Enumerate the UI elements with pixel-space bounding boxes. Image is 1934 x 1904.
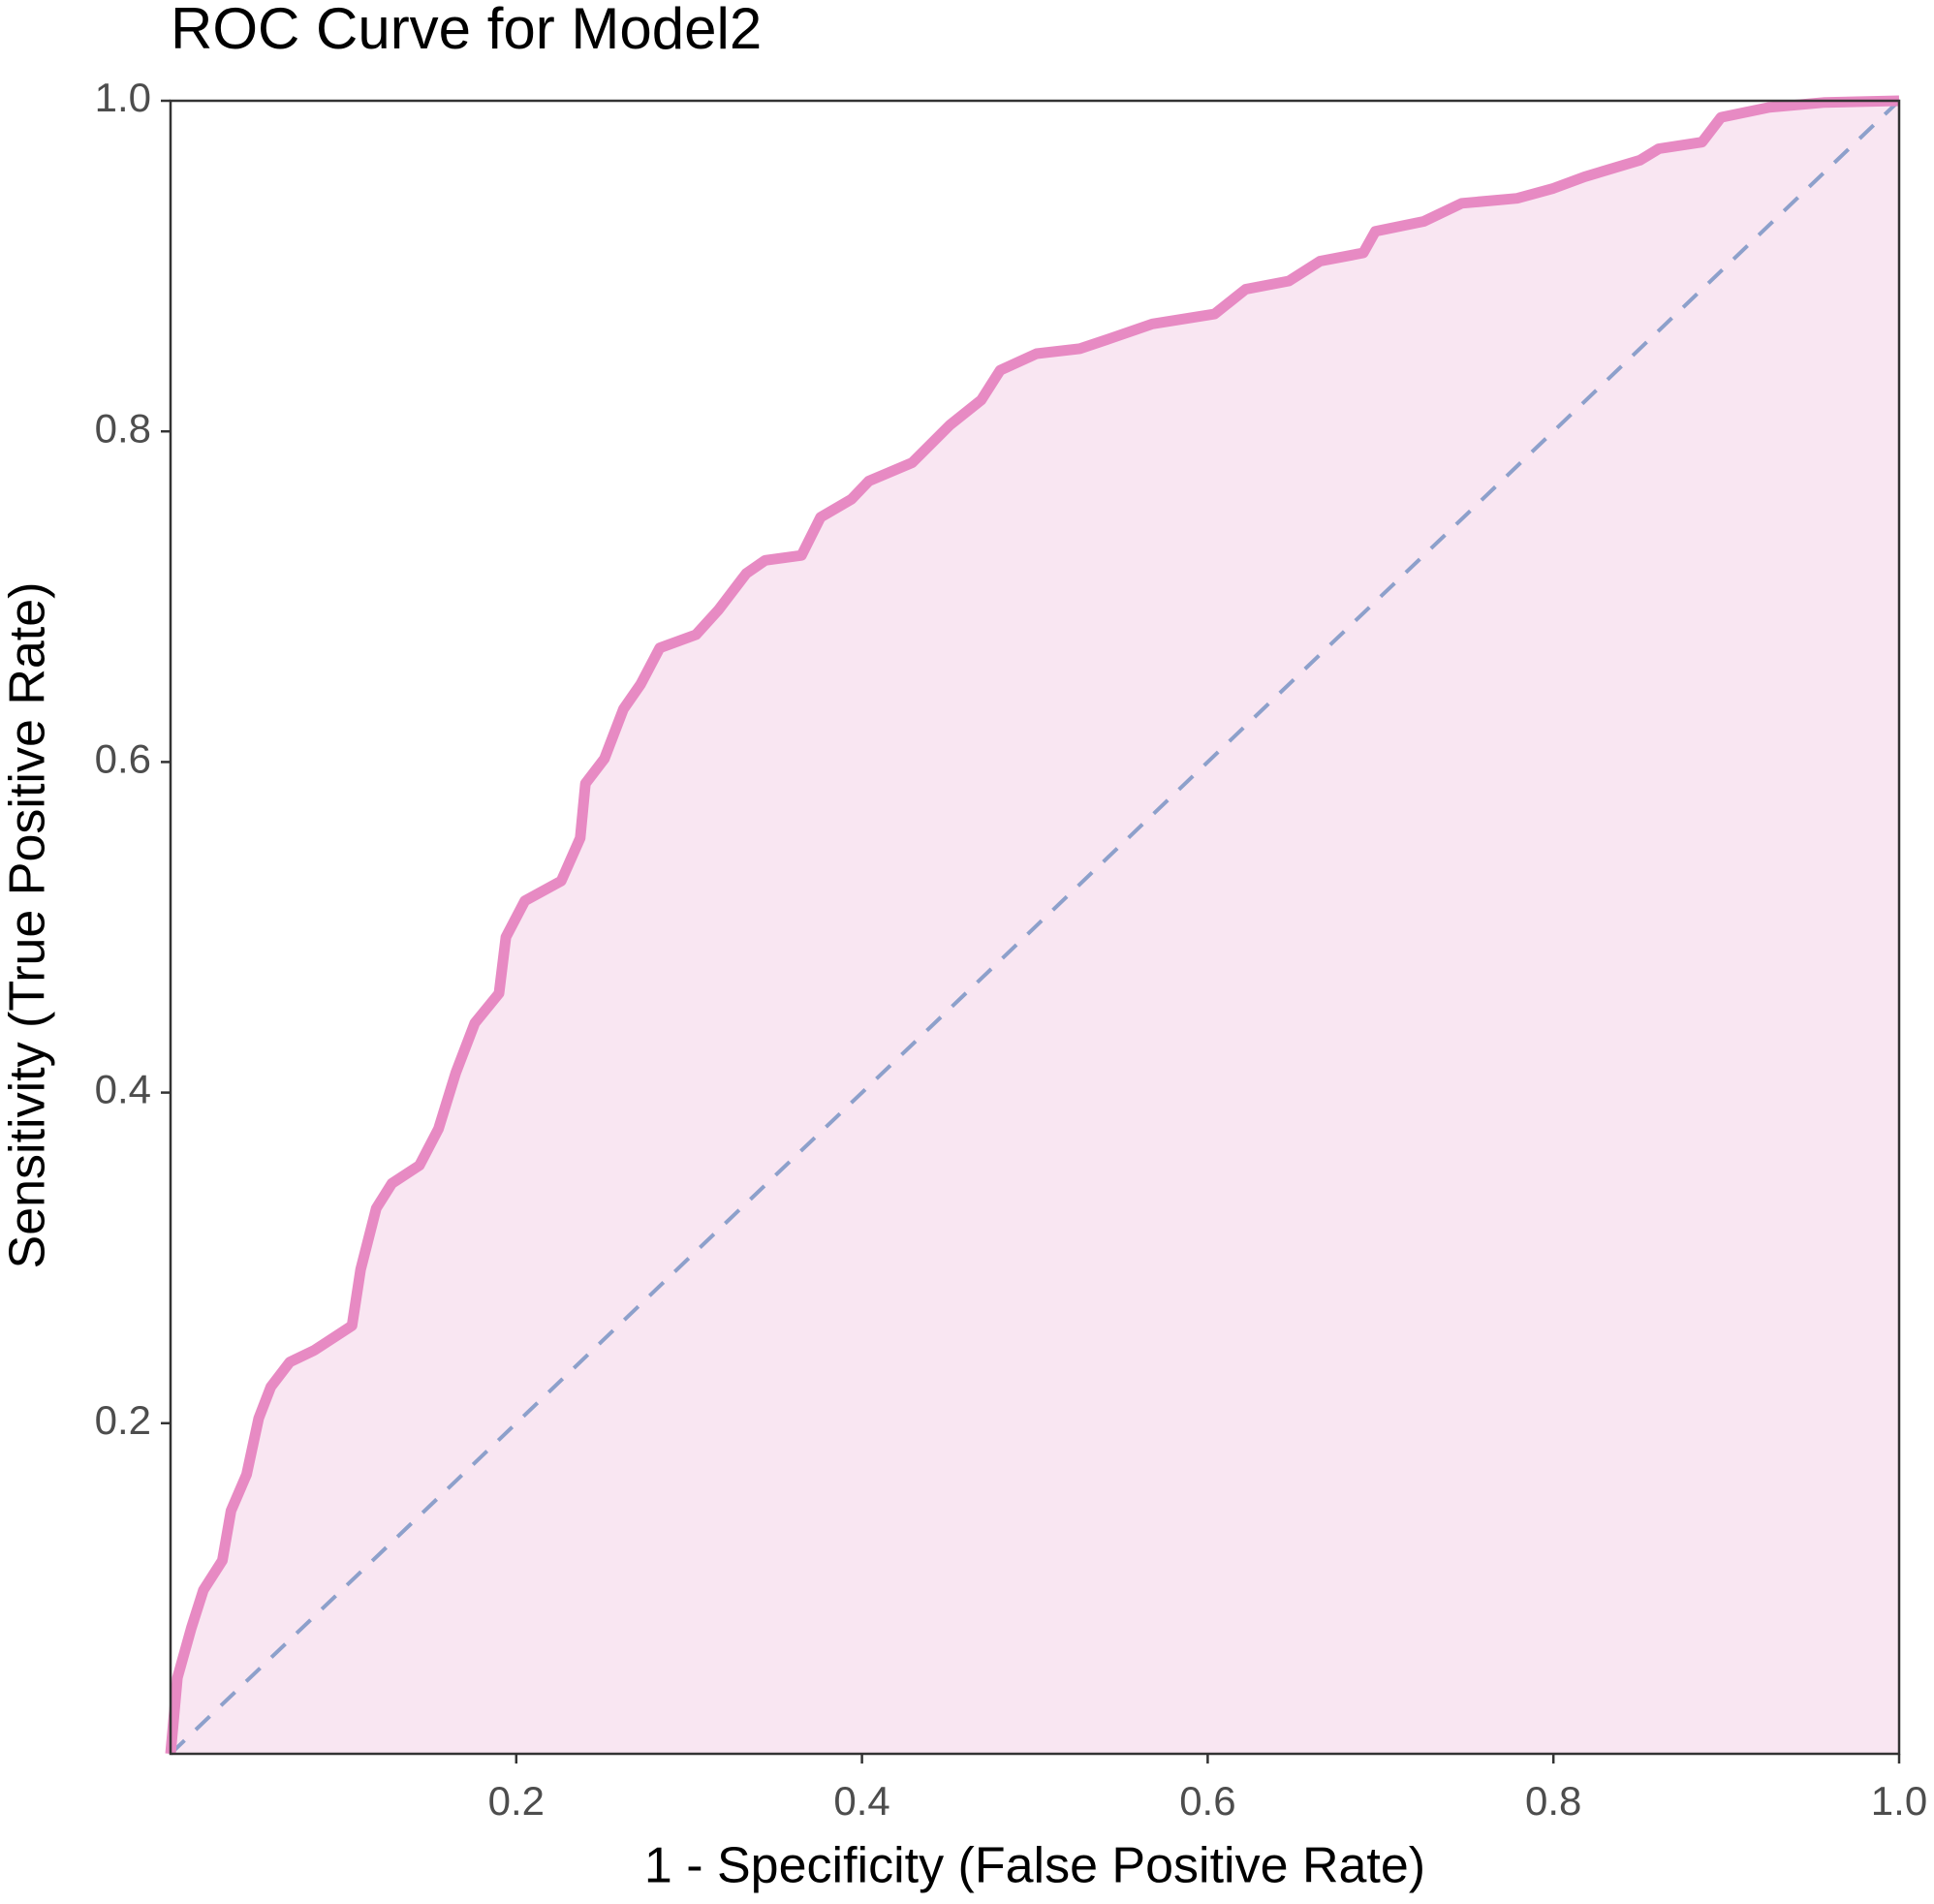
roc-curve [165,95,1900,1755]
x-tick-label: 0.8 [1525,1778,1581,1824]
x-axis-label: 1 - Specificity (False Positive Rate) [644,1838,1425,1894]
y-axis-label: Sensitivity (True Positive Rate) [0,582,56,1269]
x-tick-label: 0.6 [1179,1778,1235,1824]
y-tick-label: 0.8 [95,405,151,451]
x-tick-label: 1.0 [1871,1778,1927,1824]
y-tick-label: 0.2 [95,1397,151,1443]
x-tick-label: 0.4 [833,1778,889,1824]
y-tick-label: 0.4 [95,1067,151,1112]
chart-title: ROC Curve for Model2 [171,0,762,61]
diagonal-reference [169,99,1901,1756]
y-tick-label: 0.6 [95,735,151,781]
y-tick-label: 1.0 [95,75,151,120]
plot-border [169,99,1901,1756]
x-tick-label: 0.2 [488,1778,545,1824]
